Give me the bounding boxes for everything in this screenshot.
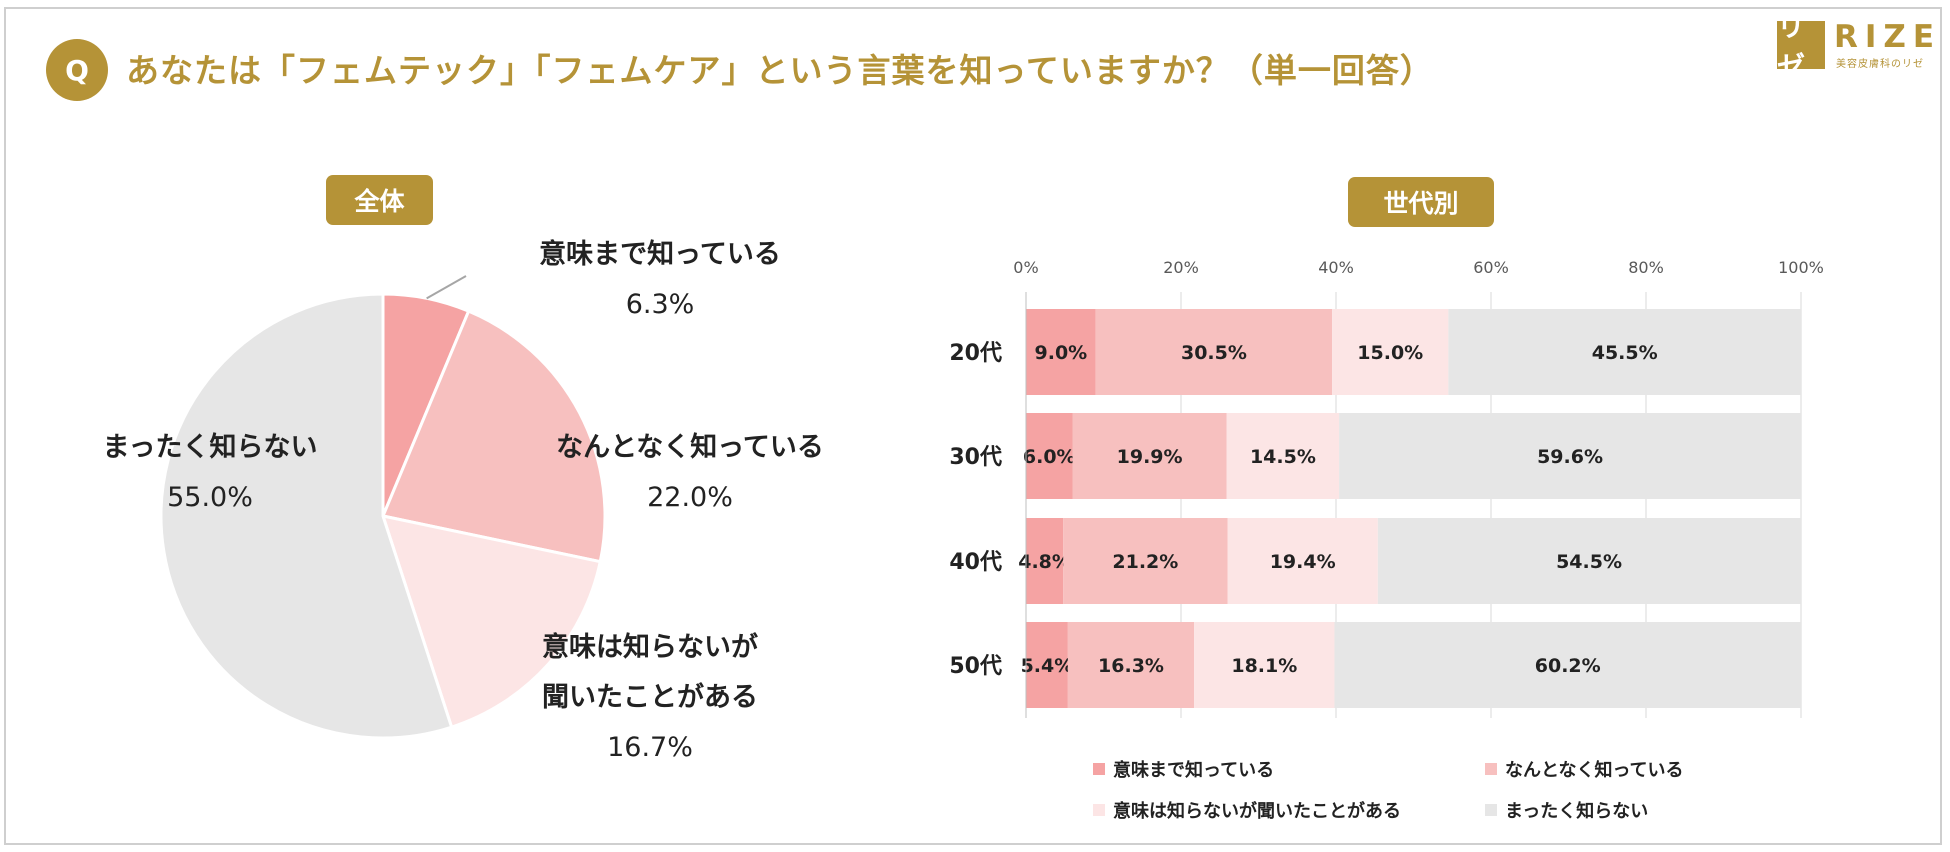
bar-data-label: 4.8% — [1018, 551, 1071, 573]
bar-segment — [1095, 309, 1333, 395]
bar-segment — [1377, 518, 1801, 604]
legend-item: 意味まで知っている — [1093, 756, 1274, 782]
pie-label-vaguely-know: なんとなく知っている 22.0% — [530, 423, 850, 523]
category-label: 40代 — [949, 550, 1002, 575]
pie-label-name-2: 聞いたことがある — [542, 682, 758, 713]
x-tick-label: 60% — [1473, 258, 1509, 277]
legend-swatch — [1485, 763, 1497, 775]
pie-label-name: 意味まで知っている — [539, 239, 781, 270]
bar-segment — [1072, 413, 1227, 499]
logo-mark: リゼ — [1777, 10, 1825, 83]
x-tick-label: 40% — [1318, 258, 1354, 277]
legend-label: 意味まで知っている — [1113, 760, 1275, 781]
pie-chart-title: 全体 — [326, 175, 433, 225]
legend-label: なんとなく知っている — [1505, 760, 1684, 781]
bar-segment — [1063, 518, 1228, 604]
bar-data-label: 9.0% — [1035, 342, 1088, 364]
bar-data-label: 60.2% — [1535, 655, 1601, 677]
pie-label-name: なんとなく知っている — [556, 432, 824, 463]
pie-label-know-meaning: 意味まで知っている 6.3% — [510, 230, 810, 330]
legend-item: まったく知らない — [1485, 797, 1648, 823]
legend-item: なんとなく知っている — [1485, 756, 1684, 782]
legend-label: 意味は知らないが聞いたことがある — [1113, 801, 1401, 822]
pie-label-dont-know: まったく知らない 55.0% — [70, 423, 350, 523]
bar-segment — [1339, 413, 1801, 499]
bar-data-label: 59.6% — [1537, 446, 1603, 468]
bar-segment — [1026, 518, 1064, 604]
pie-label-value: 16.7% — [607, 732, 693, 763]
bar-chart-title: 世代別 — [1348, 177, 1494, 227]
bar-segment — [1334, 622, 1801, 708]
bar-data-label: 45.5% — [1592, 342, 1658, 364]
bar-data-label: 19.4% — [1270, 551, 1336, 573]
bar-data-label: 6.0% — [1023, 446, 1076, 468]
bar-segment — [1226, 413, 1340, 499]
bar-data-label: 18.1% — [1231, 655, 1297, 677]
bar-data-label: 19.9% — [1117, 446, 1183, 468]
bar-segment — [1194, 622, 1335, 708]
legend-swatch — [1093, 763, 1105, 775]
bar-segment — [1332, 309, 1449, 395]
question-badge: Q — [46, 39, 108, 101]
legend-swatch — [1485, 804, 1497, 816]
category-label: 30代 — [949, 445, 1002, 470]
pie-label-name: 意味は知らないが — [542, 632, 758, 663]
bar-data-label: 15.0% — [1357, 342, 1423, 364]
pie-label-value: 6.3% — [625, 289, 695, 320]
bar-segment — [1227, 518, 1378, 604]
bar-data-label: 14.5% — [1250, 446, 1316, 468]
logo-subtitle: 美容皮膚科のリゼ — [1836, 59, 1924, 70]
pie-slice — [380, 309, 607, 564]
pie-label-value: 22.0% — [647, 482, 733, 513]
bar-data-label: 5.4% — [1021, 655, 1074, 677]
bar-data-label: 54.5% — [1556, 551, 1622, 573]
bar-segment — [1448, 309, 1801, 395]
pie-label-heard-of: 意味は知らないが 聞いたことがある 16.7% — [510, 623, 790, 773]
pie-slice — [380, 513, 603, 730]
question-title: あなたは「フェムテック」「フェムケア」という言葉を知っていますか？（単一回答） — [126, 51, 1434, 90]
legend-item: 意味は知らないが聞いたことがある — [1093, 797, 1401, 823]
x-tick-label: 20% — [1163, 258, 1199, 277]
bar-segment — [1067, 622, 1195, 708]
bar-segment — [1026, 413, 1073, 499]
x-tick-label: 80% — [1628, 258, 1664, 277]
legend-swatch — [1093, 804, 1105, 816]
bar-data-label: 16.3% — [1098, 655, 1164, 677]
category-label: 20代 — [949, 341, 1002, 366]
legend-label: まったく知らない — [1505, 801, 1649, 822]
pie-leader-line — [426, 275, 467, 300]
bar-segment — [1026, 309, 1096, 395]
bar-data-label: 30.5% — [1181, 342, 1247, 364]
pie-label-name: まったく知らない — [102, 432, 318, 463]
pie-label-value: 55.0% — [167, 482, 253, 513]
category-label: 50代 — [949, 654, 1002, 679]
x-tick-label: 100% — [1778, 258, 1824, 277]
logo-text: RIZE — [1834, 19, 1942, 55]
pie-slice — [159, 292, 454, 740]
x-tick-label: 0% — [1013, 258, 1038, 277]
bar-data-label: 21.2% — [1112, 551, 1178, 573]
bar-segment — [1026, 622, 1068, 708]
